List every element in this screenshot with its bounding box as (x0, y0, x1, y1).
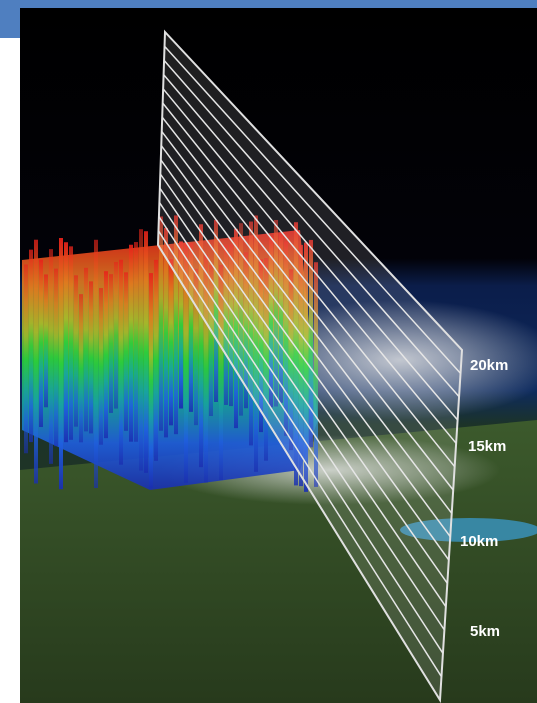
page: 20km15km10km5km (() => { const data = JS… (0, 0, 537, 703)
header-strip (0, 8, 20, 38)
storm-spike (139, 229, 143, 470)
storm-spike (79, 294, 83, 442)
storm-spike (114, 262, 118, 409)
storm-spike (109, 274, 113, 413)
radar-visualization: 20km 15km 10km 5km (0, 0, 537, 703)
storm-spike (44, 274, 48, 407)
altitude-label: 10km (460, 533, 498, 550)
storm-spike (74, 275, 78, 426)
storm-spike (84, 268, 88, 432)
storm-spike (94, 240, 98, 488)
storm-spike (169, 259, 173, 425)
altitude-label: 15km (468, 438, 506, 455)
storm-spike (99, 288, 103, 445)
storm-spike (64, 242, 68, 442)
top-bar (0, 0, 537, 8)
storm-spike (34, 240, 38, 484)
storm-spike (119, 260, 123, 465)
storm-spike (89, 281, 93, 433)
storm-spike (154, 260, 158, 461)
storm-spike (24, 264, 28, 453)
altitude-label: 5km (470, 623, 500, 640)
storm-spike (134, 242, 138, 442)
storm-spike (149, 273, 153, 488)
altitude-label: 20km (470, 357, 508, 374)
storm-spike (124, 272, 128, 431)
storm-spike (129, 245, 133, 442)
storm-spike (59, 238, 63, 489)
storm-spike (49, 249, 53, 464)
storm-spike (29, 250, 33, 442)
storm-spike (144, 231, 148, 473)
storm-spike (54, 269, 58, 447)
storm-spike (69, 246, 73, 439)
storm-spike (104, 271, 108, 438)
storm-spike (39, 260, 43, 427)
